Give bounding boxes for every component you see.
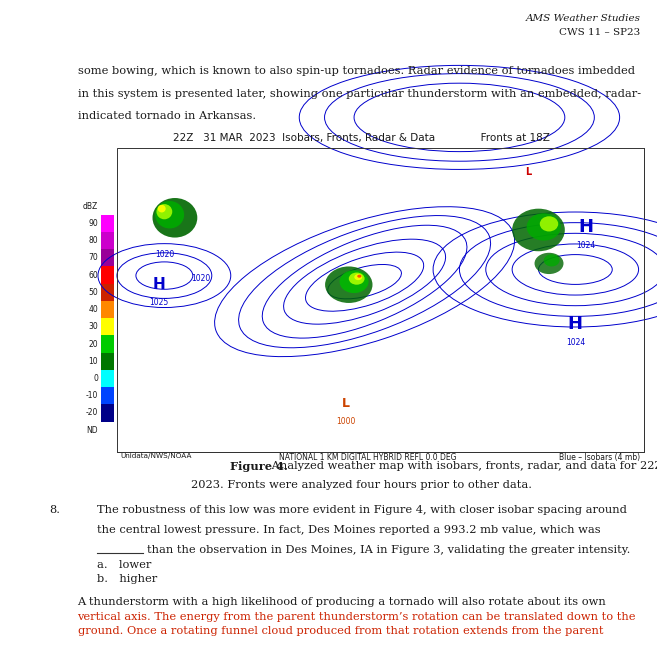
Bar <box>101 215 114 232</box>
Text: The robustness of this low was more evident in Figure 4, with closer isobar spac: The robustness of this low was more evid… <box>97 505 627 515</box>
Ellipse shape <box>527 214 561 240</box>
Text: 1025: 1025 <box>150 298 169 307</box>
Text: 1000: 1000 <box>336 417 356 426</box>
Text: 90: 90 <box>88 219 98 228</box>
Ellipse shape <box>325 267 373 303</box>
Text: the central lowest pressure. In fact, Des Moines reported a 993.2 mb value, whic: the central lowest pressure. In fact, De… <box>97 525 601 535</box>
Ellipse shape <box>540 216 558 231</box>
Text: 0: 0 <box>93 374 98 383</box>
Ellipse shape <box>152 198 197 238</box>
Bar <box>101 336 114 353</box>
Ellipse shape <box>349 273 365 284</box>
Bar <box>101 301 114 318</box>
Text: H: H <box>152 277 166 292</box>
Text: than the observation in Des Moines, IA in Figure 3, validating the greater inten: than the observation in Des Moines, IA i… <box>147 545 630 555</box>
Text: 1020: 1020 <box>192 274 211 283</box>
Text: Figure 4.: Figure 4. <box>230 461 288 472</box>
Text: 20: 20 <box>88 340 98 348</box>
Text: Unidata/NWS/NOAA: Unidata/NWS/NOAA <box>120 453 192 459</box>
Text: ND: ND <box>86 426 98 435</box>
Ellipse shape <box>340 270 369 293</box>
Text: 1024: 1024 <box>566 338 585 347</box>
Text: 2023. Fronts were analyzed four hours prior to other data.: 2023. Fronts were analyzed four hours pr… <box>191 480 532 489</box>
Ellipse shape <box>544 254 560 267</box>
Bar <box>101 232 114 249</box>
Text: 80: 80 <box>88 236 98 245</box>
Text: 50: 50 <box>88 288 98 297</box>
Text: 60: 60 <box>88 271 98 280</box>
Text: dBZ: dBZ <box>83 202 98 211</box>
Text: NATIONAL 1 KM DIGITAL HYBRID REFL 0.0 DEG: NATIONAL 1 KM DIGITAL HYBRID REFL 0.0 DE… <box>279 453 457 463</box>
Text: 1024: 1024 <box>576 240 595 250</box>
Ellipse shape <box>156 204 172 219</box>
Text: 10: 10 <box>88 357 98 366</box>
Ellipse shape <box>354 274 362 280</box>
Bar <box>117 148 644 452</box>
Bar <box>0 636 657 657</box>
Bar <box>101 249 114 267</box>
Text: 22Z   31 MAR  2023  Isobars, Fronts, Radar & Data              Fronts at 18Z: 22Z 31 MAR 2023 Isobars, Fronts, Radar &… <box>173 133 550 143</box>
Bar <box>101 284 114 301</box>
Text: 40: 40 <box>88 305 98 314</box>
Ellipse shape <box>357 275 361 278</box>
Text: 70: 70 <box>88 254 98 262</box>
Text: A thunderstorm with a high likelihood of producing a tornado will also rotate ab: A thunderstorm with a high likelihood of… <box>78 597 606 607</box>
Text: Blue – Isobars (4 mb): Blue – Isobars (4 mb) <box>560 453 641 463</box>
Text: H: H <box>578 218 593 236</box>
Bar <box>117 148 644 452</box>
Text: AMS Weather Studies: AMS Weather Studies <box>526 14 641 24</box>
Bar <box>117 148 644 452</box>
Text: -20: -20 <box>85 409 98 417</box>
Text: 30: 30 <box>88 323 98 331</box>
Ellipse shape <box>155 201 184 229</box>
Bar <box>101 370 114 387</box>
Text: 8.: 8. <box>49 505 60 515</box>
Text: Analyzed weather map with isobars, fronts, radar, and data for 22Z 31 MAR: Analyzed weather map with isobars, front… <box>268 461 657 471</box>
Text: b. higher: b. higher <box>97 574 158 583</box>
Bar <box>101 353 114 370</box>
Ellipse shape <box>158 205 166 212</box>
Bar <box>101 267 114 284</box>
Text: indicated tornado in Arkansas.: indicated tornado in Arkansas. <box>78 111 256 121</box>
Bar <box>101 387 114 404</box>
Text: in this system is presented later, showing one particular thunderstorm with an e: in this system is presented later, showi… <box>78 89 641 99</box>
Ellipse shape <box>512 209 565 251</box>
Text: H: H <box>568 315 583 333</box>
Text: some bowing, which is known to also spin-up tornadoes. Radar evidence of tornado: some bowing, which is known to also spin… <box>78 66 635 76</box>
Bar <box>101 318 114 336</box>
Text: 1020: 1020 <box>155 250 174 259</box>
Text: ground. Once a rotating funnel cloud produced from that rotation extends from th: ground. Once a rotating funnel cloud pro… <box>78 626 603 636</box>
Ellipse shape <box>535 253 564 274</box>
Text: CWS 11 – SP23: CWS 11 – SP23 <box>559 28 641 37</box>
Bar <box>101 404 114 422</box>
Text: a. lower: a. lower <box>97 560 152 570</box>
Text: vertical axis. The energy from the parent thunderstorm’s rotation can be transla: vertical axis. The energy from the paren… <box>78 612 636 622</box>
Text: L: L <box>525 167 531 177</box>
Text: L: L <box>342 397 350 410</box>
Text: -10: -10 <box>85 391 98 400</box>
